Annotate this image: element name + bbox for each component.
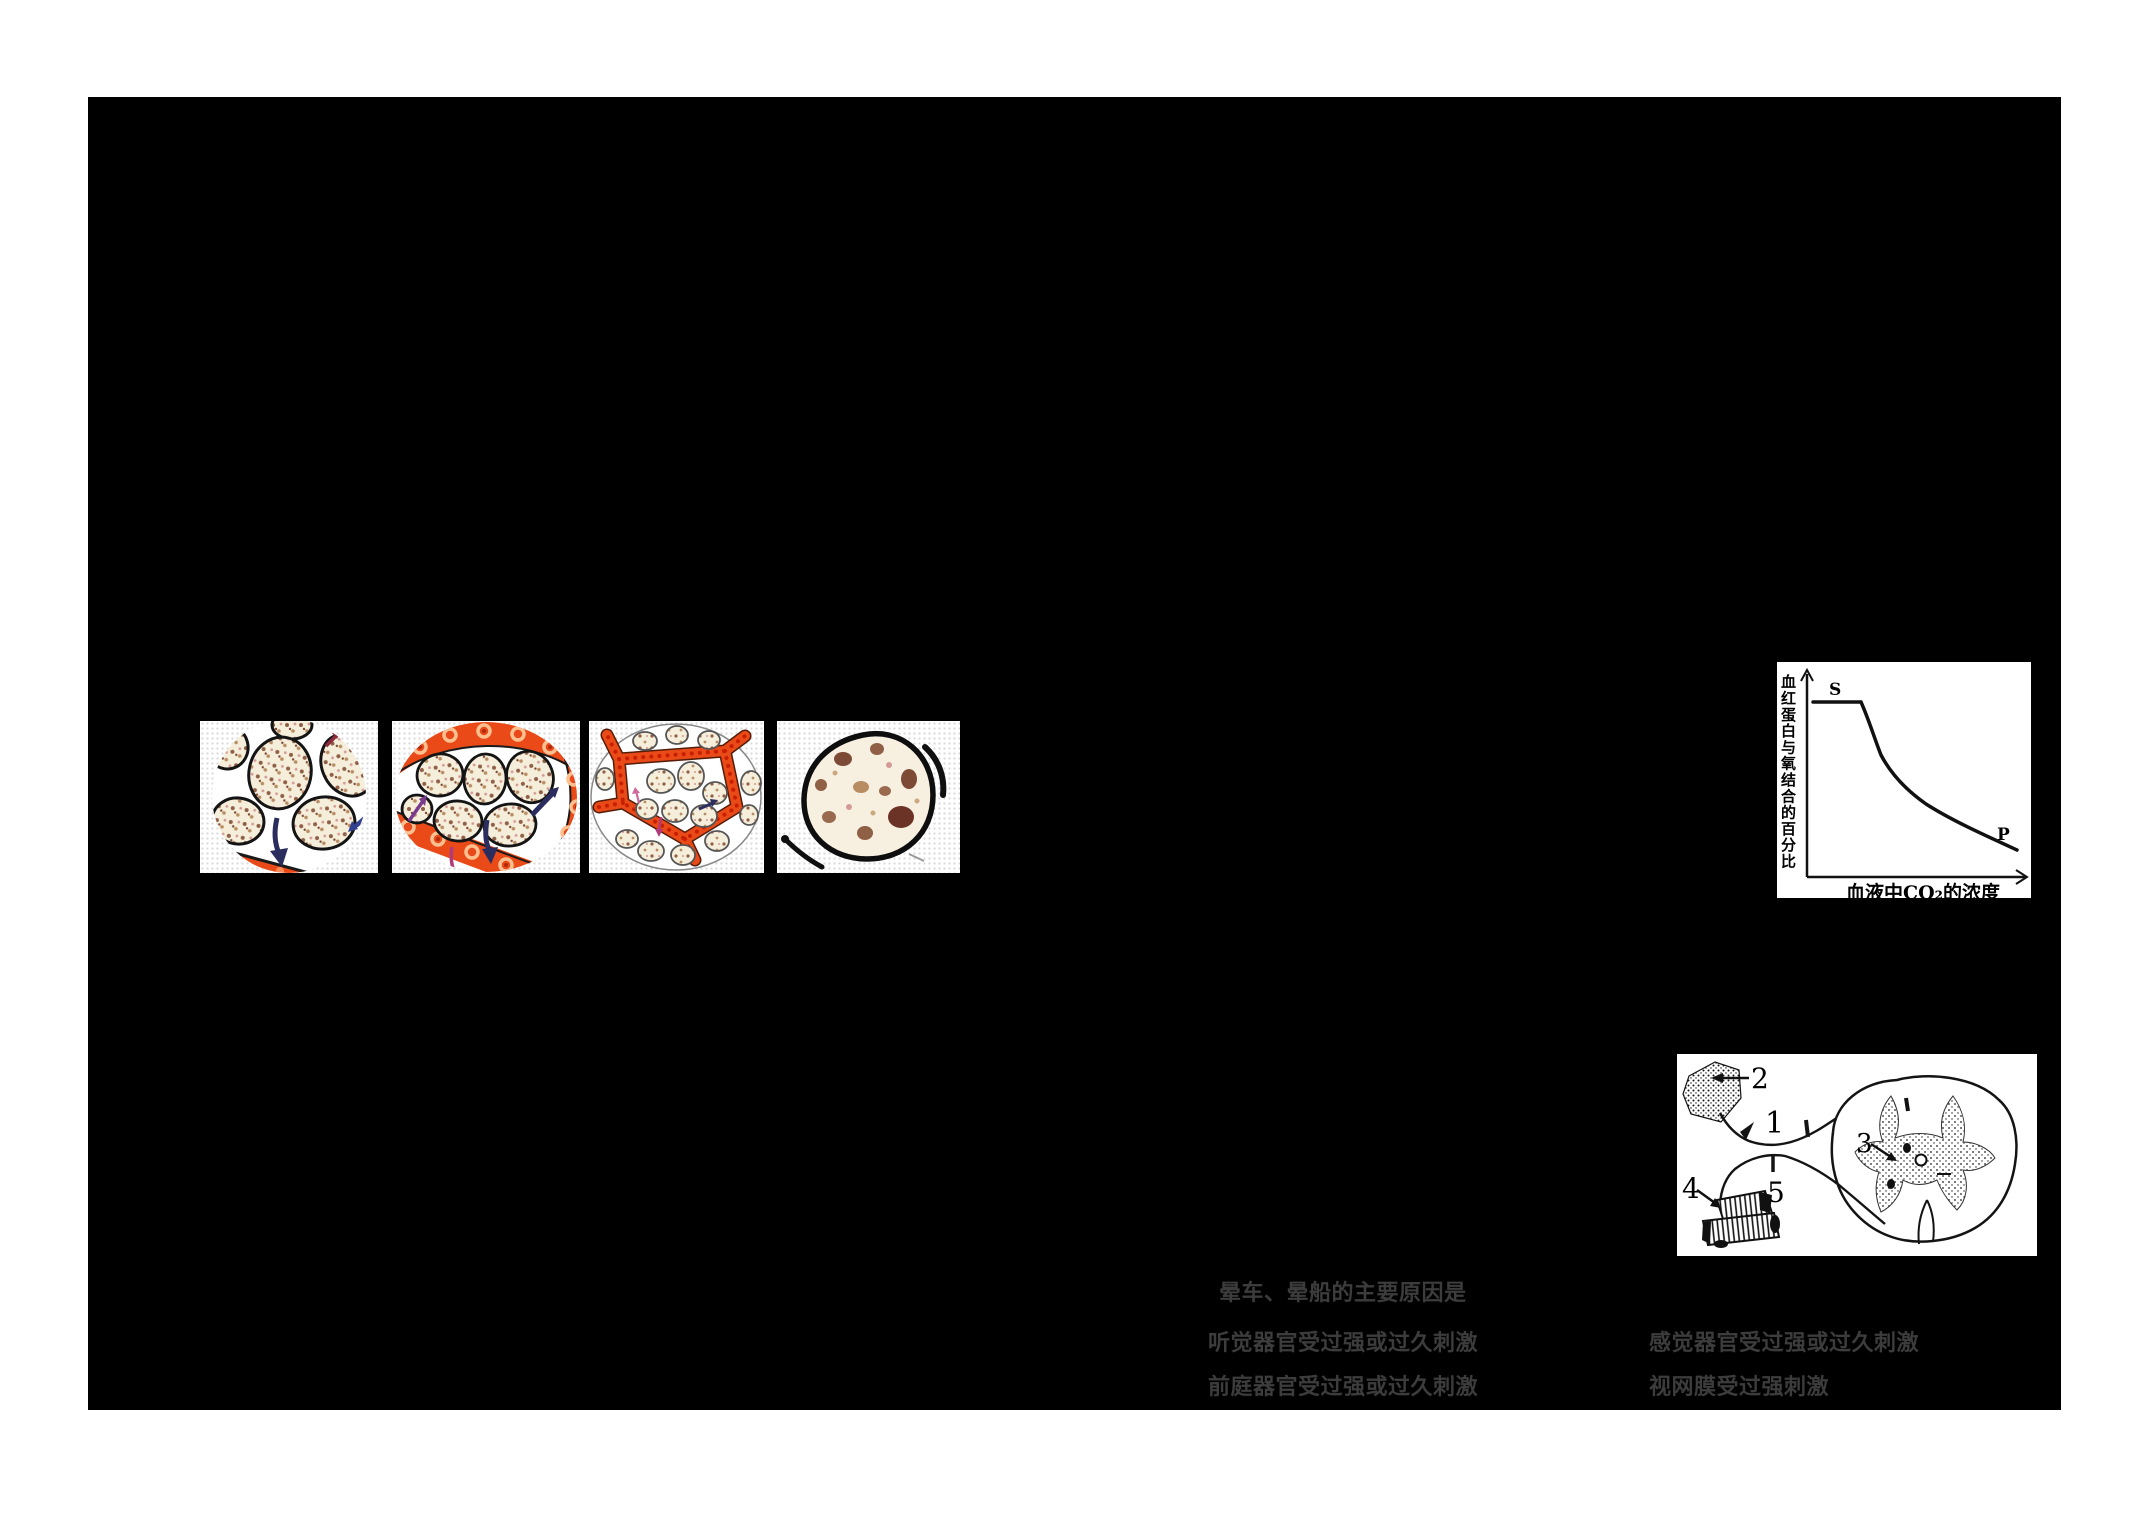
diffusion-arrow-down [270, 817, 288, 867]
neighbor-cell-arc [922, 744, 947, 798]
effector-muscle [1701, 1189, 1781, 1248]
micrograph-b-image [395, 722, 577, 872]
chart-plot-area: S P [1800, 667, 2029, 885]
dissociation-curve [1811, 700, 2019, 852]
single-alveolus-cell [801, 730, 936, 862]
oxygen-co2-chart: 血红蛋白与氧结合的百分比 S P 血液中CO₂的浓度 [1777, 662, 2031, 904]
sensory-node-mark [1804, 1119, 1810, 1138]
motor-neuron-fiber [1718, 1154, 1886, 1225]
skin-receptor [1682, 1061, 1742, 1123]
gray-matter-pointer [1870, 1142, 1897, 1161]
question-option-d: 视网膜受过强刺激 [1649, 1375, 1830, 1400]
micrograph-a [200, 721, 378, 873]
curve-point-p-label: P [1997, 825, 2010, 845]
reflex-arc-diagram: 2 1 3 [1677, 1054, 2037, 1256]
reflex-arc-image: 2 1 3 [1682, 1061, 2018, 1248]
micrograph-a-image [212, 721, 366, 873]
label-3: 3 [1856, 1129, 1873, 1159]
label-5: 5 [1767, 1176, 1785, 1209]
red-blood-cells [400, 723, 577, 872]
label-1: 1 [1765, 1106, 1784, 1141]
micrograph-c [589, 721, 764, 873]
question-option-c: 前庭器官受过强或过久刺激 [1208, 1375, 1479, 1400]
question-option-a: 听觉器官受过强或过久刺激 [1208, 1331, 1479, 1356]
chart-axes [1800, 667, 2029, 885]
micrograph-b [392, 721, 580, 873]
label-2: 2 [1751, 1062, 1769, 1095]
micrograph-d-image [781, 730, 947, 870]
question-option-b: 感觉器官受过强或过久刺激 [1649, 1331, 1920, 1356]
alveoli-cells [400, 749, 555, 848]
spinal-cord-section [1830, 1075, 2018, 1245]
receptor-pointer [1711, 1073, 1749, 1083]
chart-y-axis-label: 血红蛋白与氧结合的百分比 [1779, 674, 1797, 870]
scanned-exam-region: 血红蛋白与氧结合的百分比 S P 血液中CO₂的浓度 [88, 97, 2061, 1410]
neighbor-cell-stroke [781, 835, 825, 870]
question-stem: 晕车、晕船的主要原因是 [1219, 1281, 1467, 1306]
central-canal [1914, 1153, 1928, 1167]
micrograph-c-image [590, 723, 762, 871]
faint-dash [908, 853, 925, 862]
gas-exchange-arrows [407, 787, 559, 872]
label-4: 4 [1682, 1172, 1700, 1205]
micrograph-d [777, 721, 960, 873]
curve-point-s-label: S [1829, 680, 1841, 700]
chart-x-axis-label: 血液中CO₂的浓度 [1846, 882, 2000, 904]
sensory-direction-mark [1740, 1122, 1754, 1140]
alveoli-cells [595, 725, 762, 866]
gas-exchange-arrows [632, 787, 718, 837]
